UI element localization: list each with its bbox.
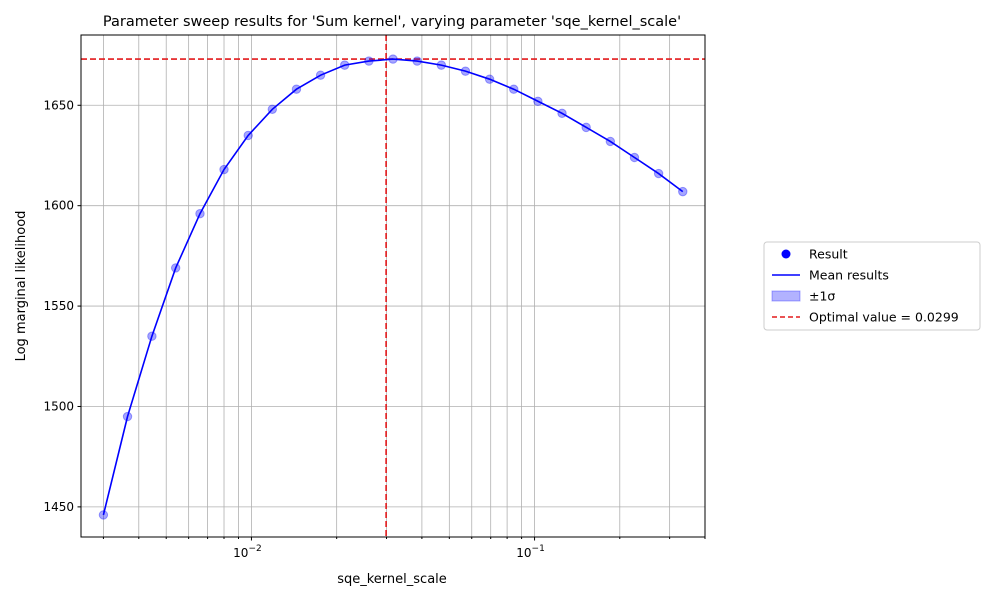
- result-point: [195, 209, 205, 219]
- legend: Result Mean results ±1σ Optimal value = 0.0…: [763, 241, 981, 331]
- result-point: [364, 56, 374, 66]
- legend-label: Optimal value = 0.0299: [809, 310, 959, 325]
- result-point: [267, 104, 278, 114]
- result-point: [678, 186, 688, 197]
- chart-title: Parameter sweep results for 'Sum kernel'…: [103, 14, 681, 30]
- legend-label: Result: [809, 247, 848, 262]
- result-point: [412, 56, 422, 66]
- y-tick-label: 1650: [43, 98, 74, 112]
- y-axis-label: Log marginal likelihood: [14, 211, 29, 362]
- result-point: [340, 60, 350, 70]
- result-point: [653, 168, 664, 179]
- result-point: [629, 152, 640, 163]
- legend-label: ±1σ: [809, 289, 835, 304]
- y-tick-label: 1600: [43, 199, 74, 213]
- result-point: [219, 164, 229, 175]
- result-point: [98, 510, 109, 520]
- result-point: [605, 136, 616, 147]
- x-tick-label: 10−1: [516, 544, 545, 560]
- result-point: [460, 66, 471, 76]
- legend-result-marker: [781, 249, 791, 259]
- plot-frame: [80, 34, 706, 538]
- result-point: [557, 108, 567, 119]
- y-tick-label: 1500: [43, 399, 74, 413]
- y-tick-label: 1550: [43, 299, 74, 313]
- x-axis-ticks: 10−2 10−1: [102, 537, 706, 560]
- y-axis-ticks: 1450 1500 1550 1600 1650: [43, 98, 81, 514]
- legend-label: Mean results: [809, 268, 889, 283]
- result-point: [533, 96, 543, 106]
- mean-results-line: [102, 58, 684, 516]
- result-point: [436, 60, 447, 70]
- result-point: [315, 70, 326, 80]
- x-tick-label: 10−2: [233, 544, 262, 560]
- optimal-layer: [81, 35, 705, 537]
- x-axis-label: sqe_kernel_scale: [337, 572, 447, 587]
- result-point: [581, 122, 591, 133]
- result-point: [291, 84, 302, 94]
- result-point: [243, 130, 253, 141]
- legend-band-patch: [771, 290, 801, 302]
- series-layer: [98, 54, 688, 520]
- y-tick-label: 1450: [43, 500, 74, 514]
- grid-layer: [81, 35, 706, 537]
- result-point: [170, 263, 181, 273]
- legend-frame: [763, 241, 981, 331]
- result-point: [147, 331, 157, 341]
- result-point: [484, 74, 495, 84]
- result-point: [509, 84, 519, 94]
- result-point: [122, 411, 133, 422]
- result-point: [388, 54, 398, 64]
